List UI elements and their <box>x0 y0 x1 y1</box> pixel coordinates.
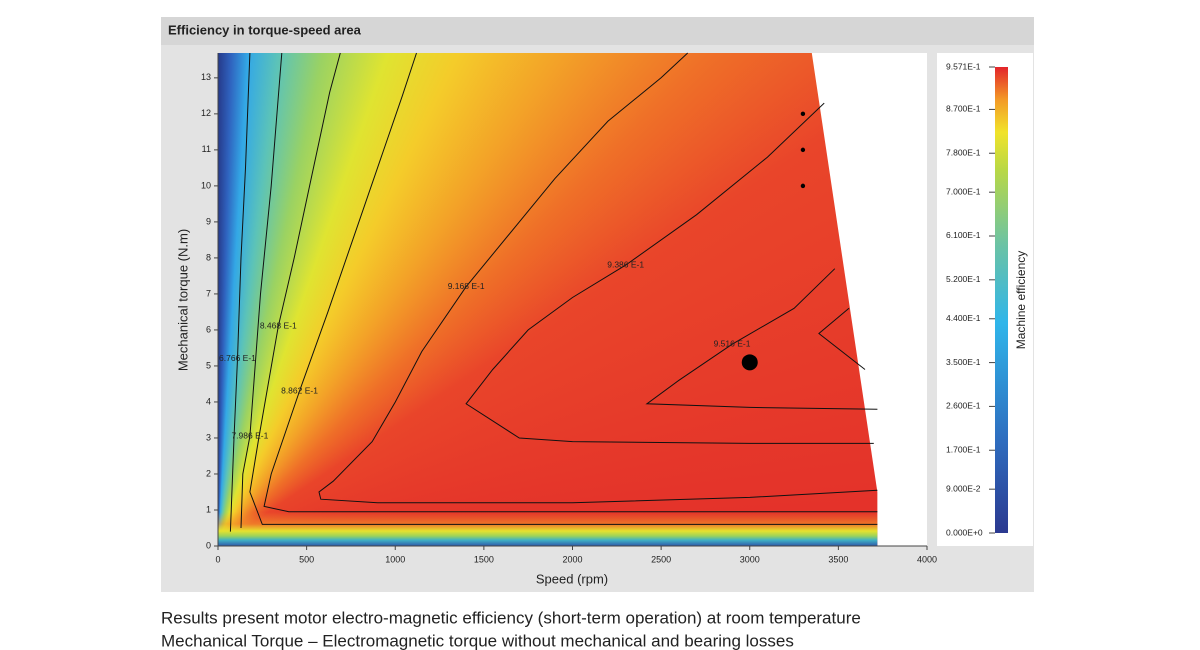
y-tick-label: 12 <box>201 108 211 118</box>
x-tick-label: 1500 <box>474 554 494 564</box>
y-tick-label: 7 <box>206 288 211 298</box>
contour-line <box>645 268 878 410</box>
colorbar-tick-label: 4.400E-1 <box>946 313 981 323</box>
colorbar-tick-label: 7.800E-1 <box>946 147 981 157</box>
colorbar-tick-label: 8.700E-1 <box>946 104 981 114</box>
contour-label: 6.766 E-1 <box>219 353 256 363</box>
x-tick-label: 2000 <box>562 554 582 564</box>
contour-line <box>263 52 878 513</box>
contour-label: 8.468 E-1 <box>260 321 297 331</box>
colorbar-box <box>937 53 1033 546</box>
y-tick-label: 0 <box>206 540 211 550</box>
colorbar-tick-label: 6.100E-1 <box>946 230 981 240</box>
contour-line <box>318 52 878 504</box>
contour-label: 9.168 E-1 <box>448 281 485 291</box>
contour-line <box>240 52 283 529</box>
x-tick-label: 0 <box>215 554 220 564</box>
y-tick-label: 8 <box>206 252 211 262</box>
operating-point <box>741 354 758 371</box>
contour-label: 8.862 E-1 <box>281 385 318 395</box>
y-tick-label: 1 <box>206 504 211 514</box>
x-tick-label: 2500 <box>651 554 671 564</box>
x-axis-label: Speed (rpm) <box>536 571 608 586</box>
y-axis-label: Mechanical torque (N.m) <box>175 229 190 371</box>
caption-line: Results present motor electro-magnetic e… <box>161 608 861 627</box>
colorbar-tick-label: 9.000E-2 <box>946 483 981 493</box>
x-tick-label: 1000 <box>385 554 405 564</box>
y-tick-label: 4 <box>206 396 211 406</box>
panel-title: Efficiency in torque-speed area <box>168 22 362 37</box>
x-tick-label: 4000 <box>917 554 937 564</box>
colorbar-tick-label: 1.700E-1 <box>946 444 981 454</box>
point <box>800 111 806 117</box>
y-tick-label: 13 <box>201 72 211 82</box>
colorbar-tick-label: 3.500E-1 <box>946 357 981 367</box>
contour-line <box>465 102 874 444</box>
contour-label: 9.516 E-1 <box>714 339 751 349</box>
y-tick-label: 2 <box>206 468 211 478</box>
colorbar-tick-label: 0.000E+0 <box>946 527 983 537</box>
y-tick-label: 5 <box>206 360 211 370</box>
contour-label: 9.386 E-1 <box>607 259 644 269</box>
x-tick-label: 3500 <box>828 554 848 564</box>
panel-header <box>161 17 1034 45</box>
caption-line: Mechanical Torque – Electromagnetic torq… <box>161 631 794 650</box>
y-tick-label: 6 <box>206 324 211 334</box>
colorbar-tick-label: 9.571E-1 <box>946 61 981 71</box>
y-tick-label: 11 <box>202 144 211 154</box>
y-tick-label: 10 <box>201 180 211 190</box>
colorbar <box>995 67 1008 533</box>
colorbar-tick-label: 5.200E-1 <box>946 274 981 284</box>
x-tick-label: 3000 <box>740 554 760 564</box>
contour-line <box>229 52 251 532</box>
y-tick-label: 9 <box>206 216 211 226</box>
y-tick-label: 3 <box>206 432 211 442</box>
colorbar-tick-label: 2.600E-1 <box>946 401 981 411</box>
point <box>800 183 806 189</box>
colorbar-label: Machine efficiency <box>1014 251 1028 350</box>
contour-label: 7.986 E-1 <box>231 430 268 440</box>
x-tick-label: 500 <box>299 554 314 564</box>
point <box>800 147 806 153</box>
colorbar-tick-label: 7.000E-1 <box>946 186 981 196</box>
contour-line <box>249 52 878 525</box>
